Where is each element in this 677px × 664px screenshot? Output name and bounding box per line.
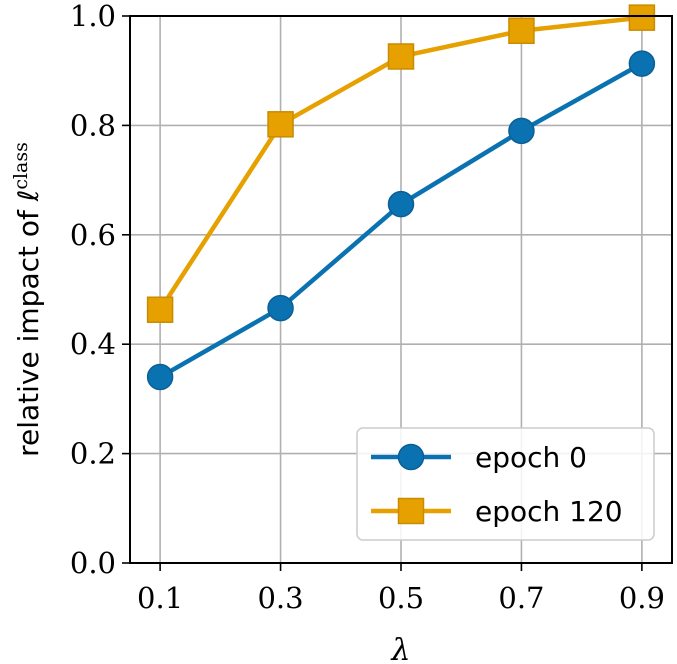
data-point bbox=[267, 111, 294, 138]
x-tick-label: 0.3 bbox=[257, 581, 303, 615]
data-point bbox=[628, 4, 656, 31]
data-point bbox=[628, 50, 656, 77]
x-tick-label: 0.5 bbox=[378, 581, 424, 615]
data-point bbox=[146, 296, 174, 323]
legend: epoch 0 epoch 120 bbox=[356, 427, 655, 541]
legend-marker bbox=[397, 443, 425, 471]
series-layer bbox=[146, 4, 656, 391]
y-tick-label: 0.4 bbox=[70, 327, 116, 361]
legend-label: epoch 120 bbox=[475, 495, 623, 528]
axis-ticks: 0.1 0.3 0.5 0.7 0.9 0.0 0.2 0.4 0.6 0.8 1.0 bbox=[70, 0, 665, 615]
x-tick-label: 0.1 bbox=[137, 581, 183, 615]
y-tick-label: 1.0 bbox=[70, 0, 116, 33]
y-tick-label: 0.2 bbox=[70, 437, 116, 471]
y-tick-label: 0.6 bbox=[70, 218, 116, 252]
data-point bbox=[267, 294, 294, 322]
plot-frame bbox=[129, 15, 673, 564]
data-point bbox=[146, 363, 174, 391]
legend-label: epoch 0 bbox=[475, 441, 587, 474]
data-point bbox=[387, 190, 415, 218]
svg-text:relative impact of ℓclass: relative impact of ℓclass bbox=[10, 142, 45, 457]
data-point bbox=[508, 117, 535, 145]
y-axis-label-superscript: class bbox=[10, 142, 32, 190]
data-point bbox=[508, 17, 535, 45]
x-axis-label: λ bbox=[390, 633, 410, 664]
y-tick-label: 0.0 bbox=[70, 546, 116, 580]
y-axis-label-main: relative impact of ℓ bbox=[12, 190, 45, 457]
y-tick-label: 0.8 bbox=[70, 108, 116, 142]
data-point bbox=[387, 43, 415, 70]
x-tick-label: 0.9 bbox=[619, 581, 665, 615]
y-axis-label: relative impact of ℓclass bbox=[10, 142, 45, 457]
legend-marker bbox=[397, 497, 425, 525]
x-tick-label: 0.7 bbox=[498, 581, 544, 615]
